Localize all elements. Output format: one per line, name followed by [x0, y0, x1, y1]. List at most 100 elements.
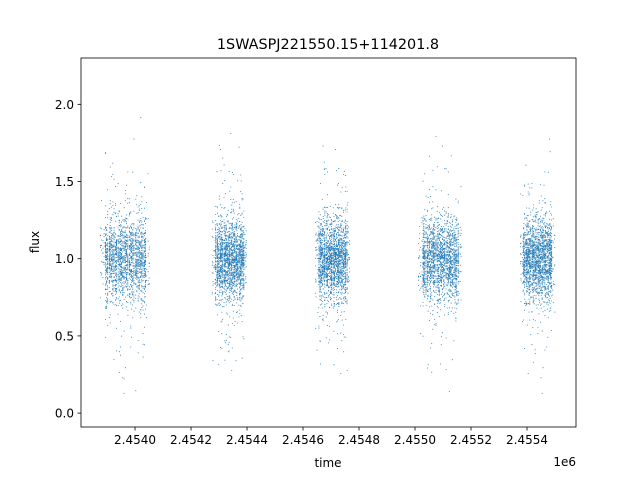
data-point — [115, 283, 118, 286]
data-point — [111, 258, 113, 260]
data-point — [240, 271, 242, 273]
data-point — [128, 274, 131, 276]
data-point — [224, 239, 226, 241]
data-point — [142, 333, 144, 335]
data-point — [216, 237, 218, 239]
data-point — [230, 267, 232, 269]
data-point — [233, 324, 235, 327]
data-point — [324, 306, 326, 308]
data-point — [236, 282, 238, 285]
data-point — [135, 244, 137, 246]
data-point — [102, 262, 104, 264]
data-point — [240, 180, 242, 182]
data-point — [118, 258, 120, 260]
data-point — [122, 230, 124, 233]
data-point — [144, 260, 147, 262]
data-point — [144, 281, 147, 284]
data-point — [143, 270, 146, 272]
data-point — [226, 273, 228, 275]
data-point — [117, 259, 119, 261]
data-point — [240, 230, 242, 232]
data-point — [335, 265, 338, 267]
data-point — [133, 262, 135, 265]
data-point — [147, 240, 149, 242]
data-point — [242, 303, 244, 305]
data-point — [335, 242, 338, 244]
data-point — [135, 238, 137, 240]
data-point — [234, 260, 236, 262]
data-point — [329, 264, 331, 267]
data-point — [137, 228, 139, 230]
data-point — [315, 265, 317, 267]
data-point — [120, 268, 123, 270]
data-point — [324, 286, 326, 288]
data-point — [319, 224, 322, 226]
data-point — [115, 299, 117, 301]
data-point — [135, 254, 137, 256]
data-point — [242, 244, 244, 246]
data-point — [237, 220, 239, 222]
data-point — [216, 225, 218, 227]
data-point — [132, 239, 134, 241]
data-point — [118, 242, 120, 244]
data-point — [104, 226, 107, 228]
data-point — [220, 304, 222, 306]
data-point — [223, 274, 225, 276]
data-point — [108, 235, 110, 237]
data-point — [137, 339, 139, 342]
data-point — [317, 237, 319, 239]
data-point — [117, 271, 119, 273]
data-point — [144, 296, 147, 298]
data-point — [123, 298, 125, 300]
data-point — [130, 258, 132, 260]
data-point — [123, 286, 125, 288]
data-point — [111, 293, 113, 295]
data-point — [213, 266, 215, 268]
data-point — [106, 259, 108, 261]
data-point — [331, 278, 333, 280]
data-point — [231, 275, 233, 277]
data-point — [334, 238, 336, 240]
data-point — [130, 301, 132, 303]
data-point — [115, 241, 118, 243]
data-point — [335, 264, 337, 266]
data-point — [235, 243, 237, 245]
data-point — [135, 284, 137, 286]
data-point — [224, 222, 226, 224]
data-point — [240, 240, 242, 242]
data-point — [222, 272, 224, 274]
data-point — [333, 215, 335, 218]
data-point — [136, 273, 138, 275]
data-point — [243, 210, 245, 212]
data-point — [108, 231, 110, 233]
data-point — [216, 232, 218, 234]
data-point — [127, 283, 129, 285]
data-point — [125, 218, 128, 220]
data-point — [218, 259, 220, 262]
data-point — [109, 200, 111, 202]
data-point — [108, 316, 110, 319]
data-point — [245, 276, 247, 278]
data-point — [143, 235, 146, 237]
data-point — [216, 247, 218, 249]
data-point — [133, 249, 135, 251]
data-point — [132, 317, 134, 319]
data-point — [140, 256, 142, 259]
data-point — [118, 254, 120, 256]
data-point — [125, 223, 128, 225]
data-point — [224, 278, 227, 280]
data-point — [318, 283, 320, 285]
data-point — [124, 246, 126, 248]
data-point — [225, 251, 227, 253]
data-point — [130, 259, 133, 261]
data-point — [243, 255, 245, 257]
data-point — [231, 211, 233, 213]
data-point — [144, 280, 147, 282]
data-point — [231, 269, 233, 272]
data-point — [216, 264, 218, 266]
data-point — [147, 280, 149, 282]
data-point — [122, 377, 124, 379]
data-point — [319, 289, 321, 291]
data-point — [119, 264, 122, 266]
data-point — [106, 272, 108, 274]
